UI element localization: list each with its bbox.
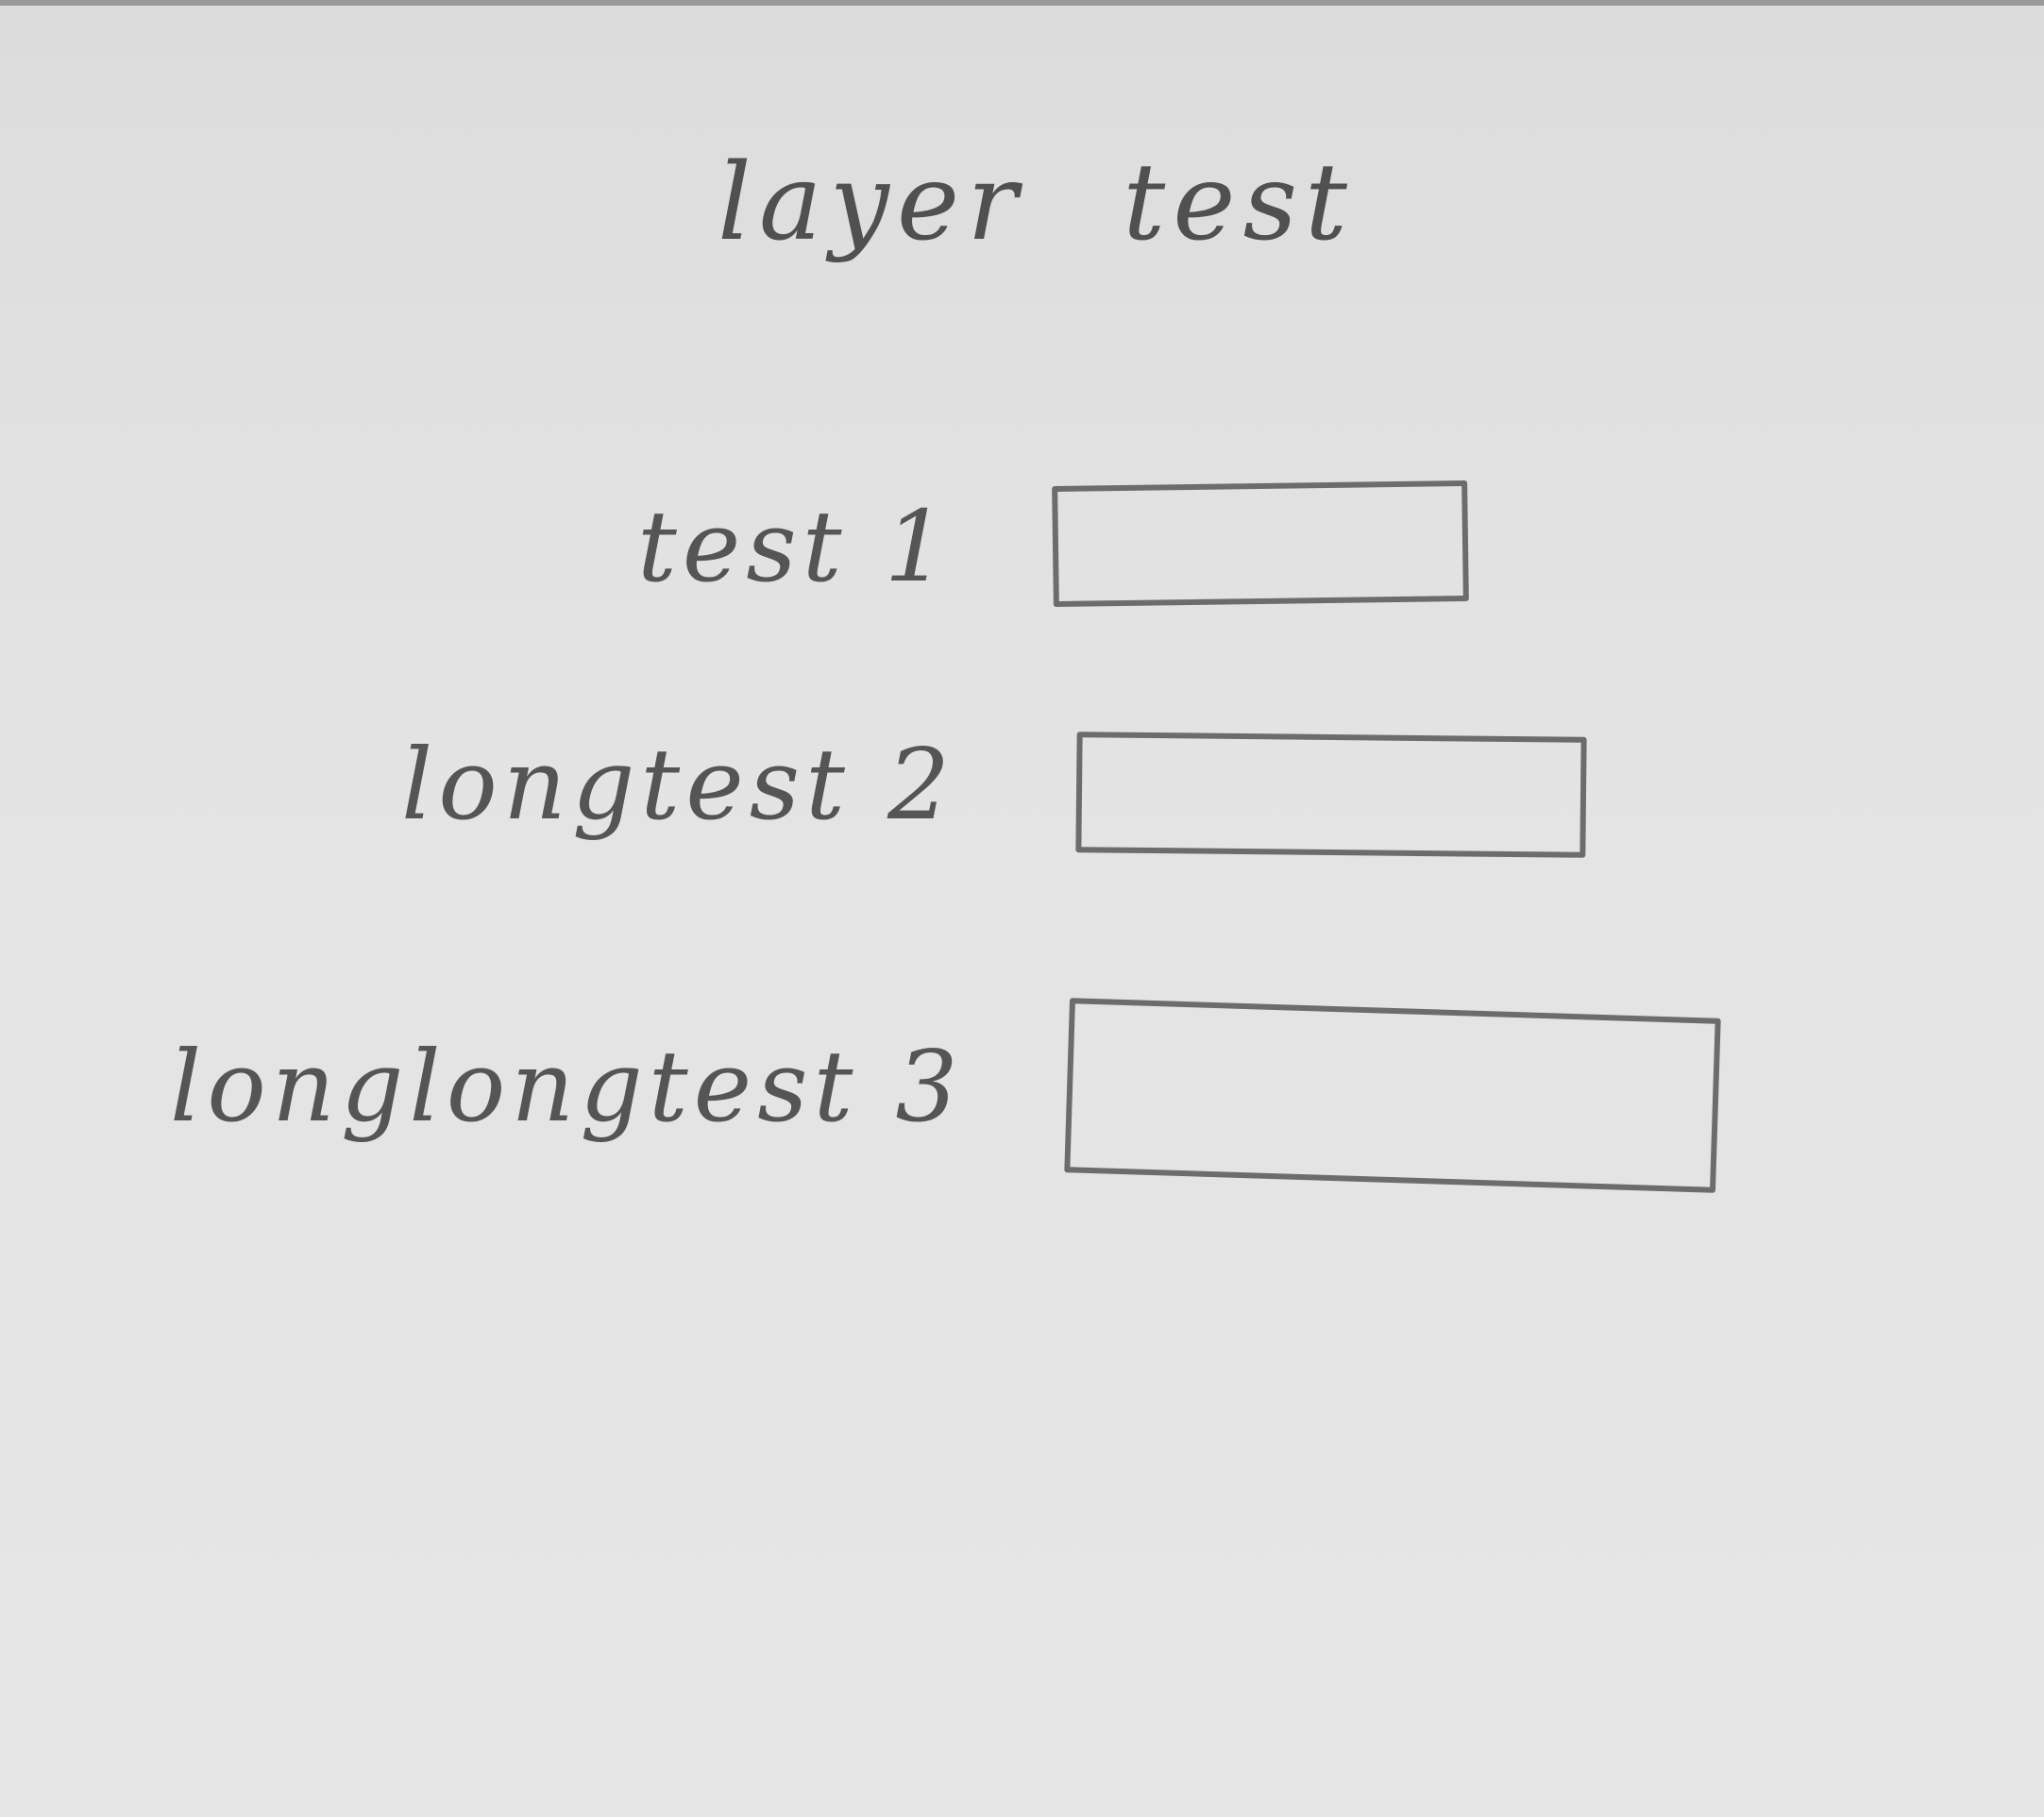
field-label-longtest-2: longtest 2 (401, 727, 956, 842)
text-input-longlongtest-3[interactable] (1064, 998, 1721, 1193)
field-label-test-1: test 1 (637, 489, 953, 604)
text-input-longtest-2[interactable] (1075, 732, 1587, 858)
field-label-longlongtest-3: longlongtest 3 (170, 1029, 964, 1144)
text-input-test-1[interactable] (1052, 479, 1469, 608)
page-title: layer test (718, 142, 1356, 264)
paper-edge (0, 0, 2044, 6)
